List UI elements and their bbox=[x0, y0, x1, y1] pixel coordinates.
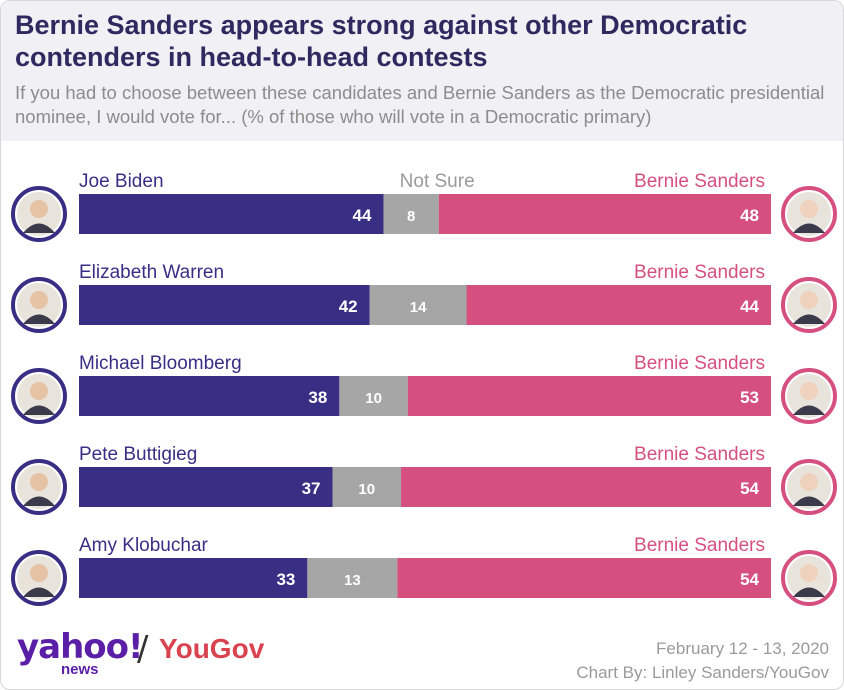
logo-separator: / bbox=[137, 629, 149, 669]
sanders-label-pete-buttigieg: Bernie Sanders bbox=[634, 444, 765, 465]
avatar-sanders-elizabeth-warren-body bbox=[793, 314, 825, 324]
avatar-sanders-elizabeth-warren-head bbox=[800, 291, 818, 309]
sanders-label-amy-klobuchar: Bernie Sanders bbox=[634, 535, 765, 556]
avatar-michael-bloomberg-body bbox=[23, 405, 55, 415]
bar-candidate-joe-biden bbox=[79, 194, 384, 234]
avatar-sanders-pete-buttigieg-head bbox=[800, 473, 818, 491]
candidate-label-pete-buttigieg: Pete Buttigieg bbox=[79, 444, 197, 465]
chart-title: Bernie Sanders appears strong against ot… bbox=[15, 10, 748, 72]
chart-credit: Chart By: Linley Sanders/YouGov bbox=[576, 663, 829, 682]
chart-header: Bernie Sanders appears strong against ot… bbox=[1, 1, 843, 141]
value-sanders-pete-buttigieg: 54 bbox=[740, 479, 759, 498]
value-not-sure-michael-bloomberg: 10 bbox=[365, 390, 382, 407]
avatar-sanders-amy-klobuchar-body bbox=[793, 587, 825, 597]
avatar-sanders-michael-bloomberg-body bbox=[793, 405, 825, 415]
avatar-sanders-joe-biden-head bbox=[800, 200, 818, 218]
bar-sanders-pete-buttigieg bbox=[401, 467, 771, 507]
value-sanders-michael-bloomberg: 53 bbox=[740, 388, 759, 407]
yahoo-news-yougov-logo: yahoo! news / YouGov bbox=[15, 627, 315, 678]
bar-candidate-michael-bloomberg bbox=[79, 376, 340, 416]
avatar-joe-biden-head bbox=[30, 200, 48, 218]
candidate-label-michael-bloomberg: Michael Bloomberg bbox=[79, 353, 242, 374]
yahoo-logo-text: yahoo! bbox=[17, 627, 144, 667]
bar-not-sure-elizabeth-warren bbox=[369, 285, 467, 325]
yougov-logo-text: YouGov bbox=[159, 633, 265, 664]
candidate-label-elizabeth-warren: Elizabeth Warren bbox=[79, 262, 224, 283]
value-not-sure-amy-klobuchar: 13 bbox=[344, 572, 361, 589]
survey-date: February 12 - 13, 2020 bbox=[656, 639, 829, 658]
bar-not-sure-pete-buttigieg bbox=[332, 467, 402, 507]
bar-candidate-elizabeth-warren bbox=[79, 285, 370, 325]
not-sure-label: Not Sure bbox=[400, 171, 475, 192]
sanders-label-michael-bloomberg: Bernie Sanders bbox=[634, 353, 765, 374]
value-candidate-elizabeth-warren: 42 bbox=[339, 297, 358, 316]
bar-sanders-elizabeth-warren bbox=[466, 285, 771, 325]
avatar-elizabeth-warren-body bbox=[23, 314, 55, 324]
bar-sanders-michael-bloomberg bbox=[407, 376, 771, 416]
bar-candidate-amy-klobuchar bbox=[79, 558, 308, 598]
value-not-sure-joe-biden: 8 bbox=[407, 208, 415, 225]
avatar-amy-klobuchar-head bbox=[30, 564, 48, 582]
bar-not-sure-amy-klobuchar bbox=[307, 558, 398, 598]
avatar-pete-buttigieg-body bbox=[23, 496, 55, 506]
value-sanders-elizabeth-warren: 44 bbox=[740, 297, 759, 316]
value-sanders-amy-klobuchar: 54 bbox=[740, 570, 759, 589]
avatar-amy-klobuchar-body bbox=[23, 587, 55, 597]
bar-sanders-joe-biden bbox=[438, 194, 771, 234]
news-logo-text: news bbox=[61, 661, 99, 678]
value-not-sure-pete-buttigieg: 10 bbox=[358, 481, 375, 498]
avatar-sanders-michael-bloomberg-head bbox=[800, 382, 818, 400]
value-not-sure-elizabeth-warren: 14 bbox=[410, 299, 427, 316]
avatar-elizabeth-warren-head bbox=[30, 291, 48, 309]
bar-not-sure-joe-biden bbox=[383, 194, 439, 234]
avatar-sanders-amy-klobuchar-head bbox=[800, 564, 818, 582]
avatar-sanders-joe-biden-body bbox=[793, 223, 825, 233]
avatar-sanders-pete-buttigieg-body bbox=[793, 496, 825, 506]
value-candidate-joe-biden: 44 bbox=[353, 206, 372, 225]
bar-not-sure-michael-bloomberg bbox=[339, 376, 408, 416]
bar-sanders-amy-klobuchar bbox=[397, 558, 771, 598]
value-candidate-pete-buttigieg: 37 bbox=[302, 479, 321, 498]
chart-subtitle: If you had to choose between these candi… bbox=[15, 82, 825, 127]
value-candidate-amy-klobuchar: 33 bbox=[276, 570, 295, 589]
candidate-label-amy-klobuchar: Amy Klobuchar bbox=[79, 535, 209, 556]
head-to-head-bar-chart: Joe Biden Bernie Sanders Not Sure 44 8 48 Eliz… bbox=[11, 171, 837, 606]
avatar-joe-biden-body bbox=[23, 223, 55, 233]
candidate-label-joe-biden: Joe Biden bbox=[79, 171, 164, 192]
value-candidate-michael-bloomberg: 38 bbox=[308, 388, 327, 407]
value-sanders-joe-biden: 48 bbox=[740, 206, 759, 225]
sanders-label-elizabeth-warren: Bernie Sanders bbox=[634, 262, 765, 283]
sanders-label-joe-biden: Bernie Sanders bbox=[634, 171, 765, 192]
avatar-pete-buttigieg-head bbox=[30, 473, 48, 491]
bar-candidate-pete-buttigieg bbox=[79, 467, 333, 507]
avatar-michael-bloomberg-head bbox=[30, 382, 48, 400]
